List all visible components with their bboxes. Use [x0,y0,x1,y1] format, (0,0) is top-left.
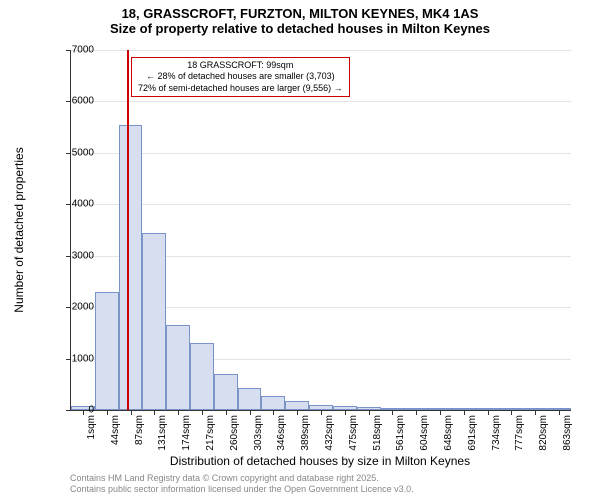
xtick-mark [226,410,227,415]
xtick-mark [345,410,346,415]
title-main: 18, GRASSCROFT, FURZTON, MILTON KEYNES, … [0,6,600,21]
ytick-label: 6000 [54,96,94,107]
ytick-label: 5000 [54,147,94,158]
xtick-label: 174sqm [181,415,192,451]
reference-line [127,50,129,410]
annotation-line1: 18 GRASSCROFT: 99sqm [138,60,343,71]
annotation-box: 18 GRASSCROFT: 99sqm← 28% of detached ho… [131,57,350,97]
xtick-label: 260sqm [229,415,240,451]
plot: 1sqm44sqm87sqm131sqm174sqm217sqm260sqm30… [70,50,571,411]
xtick-label: 604sqm [419,415,430,451]
xtick-mark [297,410,298,415]
xtick-mark [107,410,108,415]
bar [261,396,285,410]
bar [166,325,190,410]
xtick-label: 561sqm [395,415,406,451]
xtick-label: 820sqm [538,415,549,451]
xtick-mark [178,410,179,415]
xtick-label: 518sqm [372,415,383,451]
bar [238,388,262,410]
xtick-mark [131,410,132,415]
xtick-mark [416,410,417,415]
xtick-mark [535,410,536,415]
xtick-mark [273,410,274,415]
bar [119,125,143,410]
chart-area: 1sqm44sqm87sqm131sqm174sqm217sqm260sqm30… [70,50,570,410]
xtick-label: 303sqm [253,415,264,451]
xtick-label: 863sqm [562,415,573,451]
xtick-label: 131sqm [157,415,168,451]
xtick-label: 87sqm [134,415,145,445]
ytick-label: 0 [54,405,94,416]
xtick-mark [321,410,322,415]
ytick-label: 2000 [54,302,94,313]
xtick-label: 648sqm [443,415,454,451]
gridline [71,101,571,102]
bar [214,374,238,410]
xtick-mark [511,410,512,415]
xtick-mark [250,410,251,415]
yaxis-title: Number of detached properties [12,147,26,312]
ytick-label: 7000 [54,45,94,56]
bar [142,233,166,410]
xtick-label: 44sqm [110,415,121,445]
ytick-label: 3000 [54,250,94,261]
xtick-label: 734sqm [491,415,502,451]
title-sub: Size of property relative to detached ho… [0,21,600,36]
xtick-label: 475sqm [348,415,359,451]
gridline [71,204,571,205]
annotation-line2: ← 28% of detached houses are smaller (3,… [138,71,343,82]
xtick-label: 389sqm [300,415,311,451]
xtick-mark [488,410,489,415]
xtick-mark [154,410,155,415]
xtick-mark [392,410,393,415]
xtick-mark [202,410,203,415]
xtick-label: 217sqm [205,415,216,451]
footer-text: Contains HM Land Registry data © Crown c… [70,473,414,495]
xtick-mark [559,410,560,415]
xtick-mark [440,410,441,415]
xtick-label: 432sqm [324,415,335,451]
footer-line1: Contains HM Land Registry data © Crown c… [70,473,414,484]
xtick-mark [464,410,465,415]
xtick-mark [369,410,370,415]
bar [285,401,309,410]
bar [190,343,214,410]
bar [95,292,119,410]
annotation-line3: 72% of semi-detached houses are larger (… [138,83,343,94]
xtick-label: 691sqm [467,415,478,451]
xaxis-title: Distribution of detached houses by size … [70,454,570,468]
ytick-label: 4000 [54,199,94,210]
xtick-label: 346sqm [276,415,287,451]
xtick-label: 777sqm [514,415,525,451]
gridline [71,50,571,51]
footer-line2: Contains public sector information licen… [70,484,414,495]
gridline [71,153,571,154]
title-block: 18, GRASSCROFT, FURZTON, MILTON KEYNES, … [0,0,600,36]
xtick-label: 1sqm [86,415,97,439]
ytick-label: 1000 [54,353,94,364]
